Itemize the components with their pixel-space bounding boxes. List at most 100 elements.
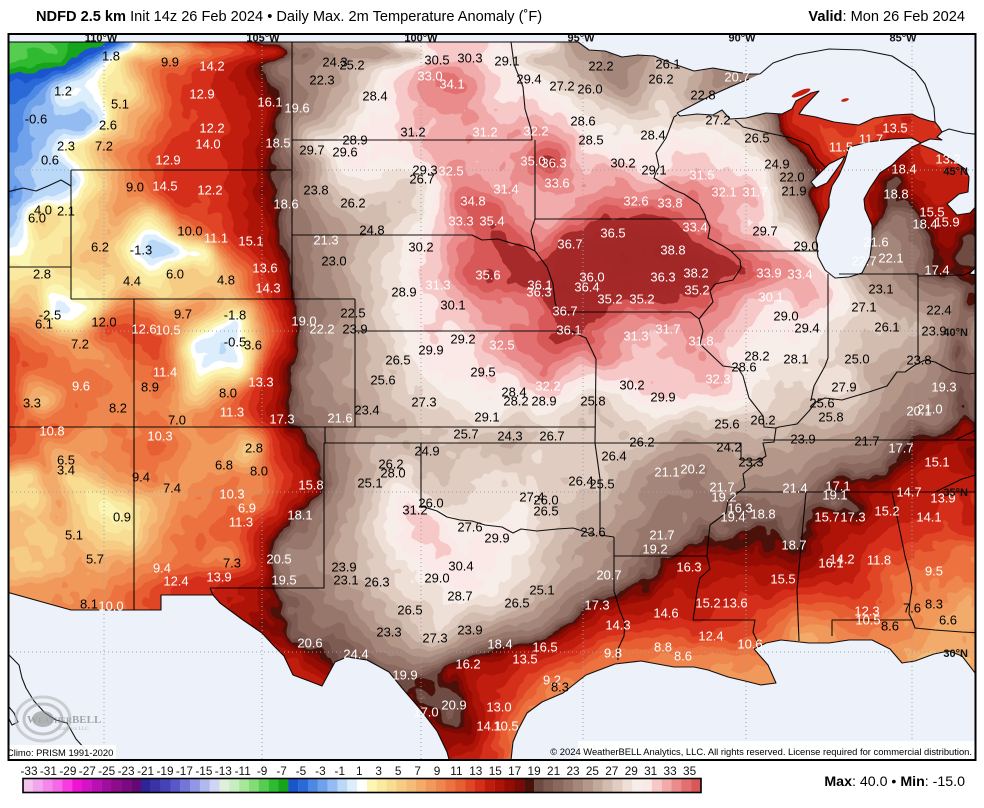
svg-text:25.0: 25.0 <box>844 352 869 367</box>
svg-text:-25: -25 <box>98 764 115 778</box>
svg-text:13.9: 13.9 <box>206 570 231 585</box>
svg-text:12.4: 12.4 <box>698 629 723 644</box>
svg-text:3.4: 3.4 <box>57 463 75 478</box>
svg-text:33: 33 <box>664 764 678 778</box>
svg-text:25: 25 <box>586 764 600 778</box>
svg-text:29.7: 29.7 <box>299 143 324 158</box>
svg-text:17: 17 <box>508 764 521 778</box>
svg-text:11.7: 11.7 <box>859 132 883 147</box>
svg-text:33.0: 33.0 <box>417 69 442 84</box>
svg-text:14.2: 14.2 <box>829 552 854 567</box>
svg-text:25.1: 25.1 <box>357 476 382 491</box>
svg-text:36.1: 36.1 <box>556 323 581 338</box>
svg-text:34.1: 34.1 <box>439 77 464 92</box>
svg-text:8.6: 8.6 <box>881 619 899 634</box>
svg-text:-1.8: -1.8 <box>224 308 246 323</box>
svg-text:-17: -17 <box>176 764 193 778</box>
svg-text:28.6: 28.6 <box>731 360 756 375</box>
svg-text:16.3: 16.3 <box>727 501 752 516</box>
svg-text:25.8: 25.8 <box>580 394 605 409</box>
svg-text:8.3: 8.3 <box>551 680 569 695</box>
svg-text:10.8: 10.8 <box>39 424 64 439</box>
svg-text:10.0: 10.0 <box>177 224 202 239</box>
svg-text:19.4: 19.4 <box>720 510 745 525</box>
svg-text:23.3: 23.3 <box>738 455 763 470</box>
svg-text:21.7: 21.7 <box>649 528 674 543</box>
svg-text:90°W: 90°W <box>728 33 756 45</box>
svg-text:26.5: 26.5 <box>533 504 558 519</box>
svg-text:11.8: 11.8 <box>867 553 891 568</box>
svg-text:28.4: 28.4 <box>362 89 387 104</box>
svg-text:29.1: 29.1 <box>474 410 499 425</box>
svg-text:1.8: 1.8 <box>102 49 120 64</box>
svg-text:-1: -1 <box>335 764 346 778</box>
svg-text:29.0: 29.0 <box>424 571 449 586</box>
svg-text:22.3: 22.3 <box>309 73 334 88</box>
svg-text:8.2: 8.2 <box>109 401 127 416</box>
svg-text:29.9: 29.9 <box>484 531 509 546</box>
svg-text:23.9: 23.9 <box>331 560 356 575</box>
svg-text:33.4: 33.4 <box>787 267 812 282</box>
svg-text:28.2: 28.2 <box>744 349 769 364</box>
svg-text:95°W: 95°W <box>567 33 595 45</box>
svg-text:35.2: 35.2 <box>684 283 709 298</box>
svg-text:© 2024 WeatherBELL Analytics,: © 2024 WeatherBELL Analytics, LLC. All r… <box>550 746 972 757</box>
svg-text:21.3: 21.3 <box>313 233 338 248</box>
svg-text:30.4: 30.4 <box>448 559 473 574</box>
svg-text:28.2: 28.2 <box>503 394 528 409</box>
svg-text:20.9: 20.9 <box>441 698 466 713</box>
svg-text:22.5: 22.5 <box>340 306 365 321</box>
svg-text:29.3: 29.3 <box>412 163 437 178</box>
svg-text:23.9: 23.9 <box>790 432 815 447</box>
svg-text:18.1: 18.1 <box>287 508 312 523</box>
svg-text:32.5: 32.5 <box>438 164 463 179</box>
svg-text:32.1: 32.1 <box>711 185 736 200</box>
svg-text:1.2: 1.2 <box>54 84 72 99</box>
svg-text:29.5: 29.5 <box>470 365 495 380</box>
svg-text:23.6: 23.6 <box>580 525 605 540</box>
svg-text:26.1: 26.1 <box>655 57 680 72</box>
svg-text:12.4: 12.4 <box>163 574 188 589</box>
svg-text:14.1: 14.1 <box>916 510 941 525</box>
svg-text:26.7: 26.7 <box>409 172 434 187</box>
svg-text:23.1: 23.1 <box>333 573 358 588</box>
svg-text:9.4: 9.4 <box>153 561 171 576</box>
svg-text:15.1: 15.1 <box>238 234 263 249</box>
svg-text:19.2: 19.2 <box>642 542 667 557</box>
svg-text:22.2: 22.2 <box>309 322 334 337</box>
svg-text:26.0: 26.0 <box>533 493 558 508</box>
svg-text:18.8: 18.8 <box>883 187 908 202</box>
svg-text:33.8: 33.8 <box>657 196 682 211</box>
svg-text:6.6: 6.6 <box>939 613 957 628</box>
svg-text:5.1: 5.1 <box>111 97 129 112</box>
svg-text:11.4: 11.4 <box>153 365 177 380</box>
svg-text:23.9: 23.9 <box>921 324 946 339</box>
svg-text:21.7: 21.7 <box>854 434 879 449</box>
svg-text:-5: -5 <box>296 764 307 778</box>
svg-text:21.4: 21.4 <box>782 481 807 496</box>
svg-text:4.8: 4.8 <box>217 273 235 288</box>
svg-text:14.7: 14.7 <box>896 485 921 500</box>
svg-text:29.6: 29.6 <box>332 145 357 160</box>
svg-text:27.9: 27.9 <box>831 380 856 395</box>
svg-text:30.3: 30.3 <box>457 51 482 66</box>
svg-text:8.8: 8.8 <box>654 640 672 655</box>
svg-text:33.3: 33.3 <box>448 214 473 229</box>
svg-text:27.6: 27.6 <box>457 520 482 535</box>
svg-text:-9: -9 <box>257 764 268 778</box>
svg-text:12.6: 12.6 <box>131 322 156 337</box>
svg-text:9.9: 9.9 <box>161 55 179 70</box>
svg-text:32.5: 32.5 <box>489 338 514 353</box>
svg-text:26.5: 26.5 <box>744 131 769 146</box>
svg-text:14.5: 14.5 <box>152 179 177 194</box>
svg-text:16.2: 16.2 <box>455 657 480 672</box>
svg-text:8.1: 8.1 <box>80 597 98 612</box>
svg-text:27.2: 27.2 <box>705 113 730 128</box>
svg-text:31.8: 31.8 <box>688 334 713 349</box>
svg-text:30.2: 30.2 <box>619 378 644 393</box>
svg-text:15.8: 15.8 <box>298 478 323 493</box>
svg-text:26.2: 26.2 <box>340 196 365 211</box>
svg-text:38.8: 38.8 <box>660 243 685 258</box>
svg-text:26.7: 26.7 <box>539 429 564 444</box>
svg-text:18.7: 18.7 <box>781 538 806 553</box>
